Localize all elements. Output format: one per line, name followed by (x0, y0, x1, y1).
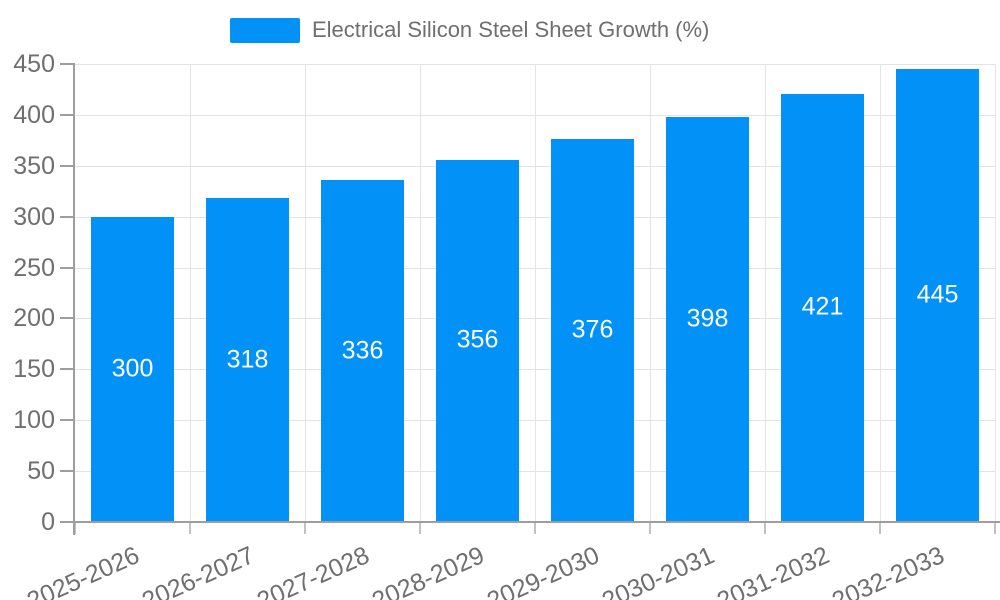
bar[interactable]: 300 (91, 216, 174, 521)
x-axis-label: 2025-2026 (22, 541, 144, 600)
bar[interactable]: 398 (666, 116, 749, 521)
legend-item[interactable]: Electrical Silicon Steel Sheet Growth (%… (230, 16, 709, 44)
x-axis-label: 2030-2031 (597, 541, 719, 600)
legend-swatch-icon (230, 17, 300, 43)
y-axis-tick (60, 368, 75, 371)
y-axis-line (73, 64, 75, 535)
gridline-vertical (650, 64, 651, 522)
gridline-vertical (420, 64, 421, 522)
y-axis-label: 50 (27, 457, 55, 486)
y-axis-tick (60, 521, 75, 523)
y-axis-label: 250 (13, 253, 55, 282)
x-axis-tick (879, 523, 881, 534)
bar-value-label: 376 (571, 315, 614, 344)
gridline-vertical (305, 64, 306, 522)
gridline-vertical (190, 64, 191, 522)
x-axis-line (73, 521, 1000, 523)
x-axis-label: 2032-2033 (827, 541, 949, 600)
y-axis-label: 450 (13, 50, 55, 78)
y-axis-label: 200 (13, 304, 55, 333)
bar-value-label: 356 (456, 325, 499, 354)
legend-label: Electrical Silicon Steel Sheet Growth (%… (312, 17, 710, 42)
y-axis-label: 300 (13, 202, 55, 231)
gridline-vertical (765, 64, 766, 522)
y-axis-label: 100 (13, 406, 55, 435)
bar-value-label: 398 (686, 304, 729, 333)
bar[interactable]: 376 (551, 139, 634, 521)
x-axis-label: 2027-2028 (252, 541, 374, 600)
bar[interactable]: 336 (321, 180, 404, 521)
x-axis-label: 2028-2029 (367, 541, 489, 600)
bar-value-label: 445 (916, 280, 959, 309)
y-axis-tick (60, 317, 75, 320)
x-axis-label: 2026-2027 (137, 541, 259, 600)
y-axis-tick (60, 215, 75, 218)
gridline-vertical (995, 64, 996, 522)
x-axis-tick (304, 523, 306, 534)
gridline-vertical (535, 64, 536, 522)
x-axis-label: 2031-2032 (712, 541, 834, 600)
x-axis-tick (649, 523, 651, 534)
bar-value-label: 318 (226, 345, 269, 374)
y-axis-label: 400 (13, 100, 55, 129)
y-axis-tick (60, 164, 75, 167)
x-axis-label: 2029-2030 (482, 541, 604, 600)
bar-value-label: 336 (341, 336, 384, 364)
x-axis-tick (534, 523, 536, 534)
gridline-vertical (880, 64, 881, 522)
x-axis-tick (74, 523, 76, 534)
y-axis-tick (60, 419, 75, 422)
y-axis-tick (60, 63, 75, 65)
bar-value-label: 421 (801, 292, 844, 321)
bar[interactable]: 318 (206, 198, 289, 521)
x-axis-tick (419, 523, 421, 534)
x-axis-tick (189, 523, 191, 534)
bar[interactable]: 421 (781, 93, 864, 521)
y-axis-label: 0 (41, 508, 55, 536)
x-axis-tick (764, 523, 766, 534)
y-axis-label: 150 (13, 355, 55, 384)
x-axis-tick (994, 523, 996, 534)
bar[interactable]: 356 (436, 159, 519, 521)
bar-value-label: 300 (111, 354, 154, 383)
y-axis-label: 350 (13, 151, 55, 180)
bar[interactable]: 445 (896, 69, 979, 521)
y-axis-tick (60, 113, 75, 116)
y-axis-tick (60, 470, 75, 473)
y-axis-tick (60, 266, 75, 269)
